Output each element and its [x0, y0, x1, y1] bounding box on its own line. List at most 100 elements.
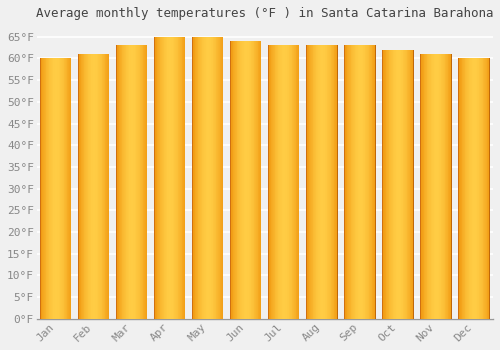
- Bar: [485, 58, 486, 319]
- Bar: [253, 41, 254, 319]
- Bar: [333, 46, 334, 319]
- Bar: [208, 37, 210, 319]
- Bar: [352, 46, 353, 319]
- Bar: [179, 37, 180, 319]
- Bar: [259, 41, 260, 319]
- Bar: [444, 54, 446, 319]
- Bar: [312, 46, 314, 319]
- Bar: [405, 50, 406, 319]
- Bar: [315, 46, 316, 319]
- Bar: [467, 58, 468, 319]
- Bar: [346, 46, 348, 319]
- Bar: [89, 54, 90, 319]
- Bar: [97, 54, 98, 319]
- Bar: [438, 54, 439, 319]
- Bar: [480, 58, 481, 319]
- Bar: [180, 37, 182, 319]
- Bar: [166, 37, 168, 319]
- Bar: [215, 37, 216, 319]
- Bar: [464, 58, 466, 319]
- Bar: [182, 37, 183, 319]
- Bar: [219, 37, 220, 319]
- Bar: [433, 54, 434, 319]
- Bar: [350, 46, 352, 319]
- Bar: [375, 46, 376, 319]
- Bar: [210, 37, 211, 319]
- Bar: [78, 54, 79, 319]
- Bar: [135, 46, 136, 319]
- Bar: [240, 41, 241, 319]
- Bar: [471, 58, 472, 319]
- Bar: [435, 54, 436, 319]
- Bar: [451, 54, 452, 319]
- Bar: [238, 41, 239, 319]
- Bar: [440, 54, 442, 319]
- Bar: [423, 54, 424, 319]
- Bar: [297, 46, 298, 319]
- Bar: [159, 37, 160, 319]
- Bar: [239, 41, 240, 319]
- Bar: [236, 41, 238, 319]
- Bar: [421, 54, 422, 319]
- Bar: [80, 54, 82, 319]
- Bar: [397, 50, 398, 319]
- Bar: [235, 41, 236, 319]
- Bar: [40, 58, 41, 319]
- Bar: [432, 54, 433, 319]
- Bar: [412, 50, 413, 319]
- Bar: [134, 46, 135, 319]
- Bar: [475, 58, 476, 319]
- Bar: [136, 46, 137, 319]
- Bar: [335, 46, 336, 319]
- Bar: [364, 46, 366, 319]
- Bar: [430, 54, 432, 319]
- Bar: [458, 58, 459, 319]
- Bar: [314, 46, 315, 319]
- Bar: [280, 46, 281, 319]
- Bar: [125, 46, 126, 319]
- Bar: [257, 41, 258, 319]
- Bar: [256, 41, 257, 319]
- Bar: [283, 46, 284, 319]
- Bar: [126, 46, 127, 319]
- Bar: [291, 46, 292, 319]
- Bar: [103, 54, 104, 319]
- Bar: [45, 58, 46, 319]
- Bar: [94, 54, 96, 319]
- Bar: [123, 46, 124, 319]
- Bar: [142, 46, 144, 319]
- Bar: [214, 37, 215, 319]
- Bar: [160, 37, 161, 319]
- Bar: [201, 37, 202, 319]
- Bar: [373, 46, 374, 319]
- Bar: [387, 50, 388, 319]
- Bar: [254, 41, 255, 319]
- Bar: [325, 46, 326, 319]
- Bar: [220, 37, 221, 319]
- Bar: [442, 54, 443, 319]
- Bar: [356, 46, 357, 319]
- Bar: [202, 37, 203, 319]
- Bar: [83, 54, 84, 319]
- Bar: [58, 58, 59, 319]
- Bar: [459, 58, 460, 319]
- Bar: [383, 50, 384, 319]
- Bar: [372, 46, 373, 319]
- Bar: [447, 54, 448, 319]
- Bar: [194, 37, 196, 319]
- Bar: [394, 50, 395, 319]
- Bar: [295, 46, 296, 319]
- Bar: [484, 58, 485, 319]
- Bar: [47, 58, 48, 319]
- Bar: [54, 58, 55, 319]
- Bar: [61, 58, 62, 319]
- Bar: [349, 46, 350, 319]
- Bar: [409, 50, 410, 319]
- Bar: [406, 50, 408, 319]
- Bar: [177, 37, 178, 319]
- Bar: [65, 58, 66, 319]
- Bar: [329, 46, 330, 319]
- Bar: [79, 54, 80, 319]
- Bar: [322, 46, 324, 319]
- Bar: [184, 37, 186, 319]
